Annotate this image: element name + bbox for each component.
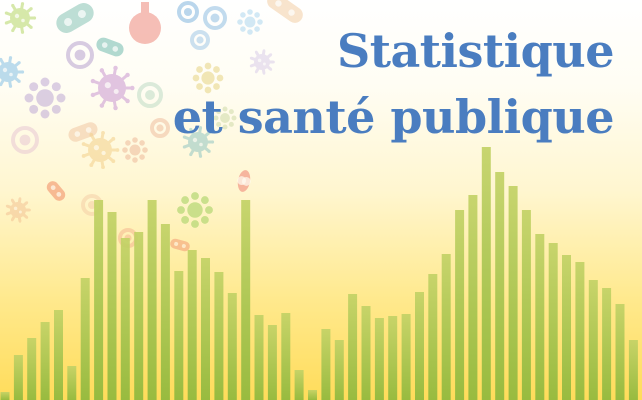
decor-bar xyxy=(575,262,585,400)
decor-bar xyxy=(521,210,531,400)
bacteria-icon xyxy=(170,238,190,252)
microbe-icon xyxy=(24,77,66,119)
decor-bar xyxy=(348,294,358,400)
decor-bar xyxy=(254,315,264,400)
cell-icon xyxy=(150,118,170,138)
decor-bar xyxy=(495,172,505,400)
bacteria-icon xyxy=(96,37,124,57)
title-line-1: Statistique xyxy=(337,24,615,78)
virus-icon xyxy=(182,126,215,158)
decor-bar xyxy=(120,238,130,400)
virus-icon xyxy=(4,2,37,34)
bacteria-icon xyxy=(267,0,303,23)
decor-bar xyxy=(67,366,77,400)
decor-bar xyxy=(54,310,63,400)
decor-bar xyxy=(174,271,184,400)
decor-bar xyxy=(388,316,398,400)
microbe-icon xyxy=(192,62,224,94)
decor-bar xyxy=(281,313,291,400)
cell-icon xyxy=(11,126,39,154)
microbe-icon xyxy=(177,192,213,228)
bacteria-icon xyxy=(56,3,94,33)
decor-bar xyxy=(455,210,465,400)
microbe-icon xyxy=(237,9,263,35)
decor-bar xyxy=(241,200,251,400)
flask-icon xyxy=(129,2,161,44)
decor-bar xyxy=(0,392,10,400)
microbe-icon xyxy=(122,137,148,163)
title-line-2: et santé publique xyxy=(172,90,615,144)
microbe-decoration xyxy=(0,0,303,252)
decor-bar xyxy=(308,390,317,400)
cell-icon xyxy=(190,30,210,50)
decor-bar xyxy=(214,272,224,400)
decor-bar xyxy=(508,186,518,400)
decor-bar xyxy=(548,243,558,400)
decor-bar xyxy=(201,258,210,400)
decor-bar xyxy=(415,292,424,400)
decor-bar xyxy=(468,195,478,400)
virus-icon xyxy=(0,56,25,88)
decor-bar xyxy=(588,280,598,400)
virus-icon xyxy=(81,130,120,170)
bacteria-icon xyxy=(237,170,251,192)
decor-bar xyxy=(481,147,491,400)
cell-icon xyxy=(203,6,227,30)
decor-bar xyxy=(40,322,50,400)
decor-bar xyxy=(227,293,237,400)
virus-icon xyxy=(5,197,31,223)
cell-icon xyxy=(177,1,199,23)
decor-bar xyxy=(134,232,144,400)
decor-bar xyxy=(94,200,104,400)
cell-icon xyxy=(137,82,163,108)
decor-bar xyxy=(13,355,23,400)
bar-decoration xyxy=(0,147,638,400)
decor-bar xyxy=(361,306,371,400)
virus-icon xyxy=(249,49,275,75)
decor-bar xyxy=(27,338,37,400)
bacteria-icon xyxy=(46,181,66,201)
decor-bar xyxy=(160,224,170,400)
decor-bar xyxy=(334,340,344,400)
decor-bar xyxy=(428,274,438,400)
decor-bar xyxy=(321,329,331,400)
decor-bar xyxy=(187,250,197,400)
cell-icon xyxy=(66,41,94,69)
decor-bar xyxy=(267,325,277,400)
decor-bar xyxy=(401,314,411,400)
decor-bar xyxy=(535,234,545,400)
decor-bar xyxy=(615,304,625,400)
microbe-icon xyxy=(213,106,237,130)
virus-icon xyxy=(90,65,135,111)
decor-bar xyxy=(107,212,117,400)
decor-bar xyxy=(628,340,638,400)
bacteria-icon xyxy=(68,122,98,142)
decor-bar xyxy=(294,370,304,400)
decor-bar xyxy=(441,254,451,400)
decor-bar xyxy=(147,200,157,400)
decor-bar xyxy=(602,288,612,400)
decor-bar xyxy=(80,278,90,400)
decor-bar xyxy=(562,255,571,400)
decor-bar xyxy=(374,318,384,400)
